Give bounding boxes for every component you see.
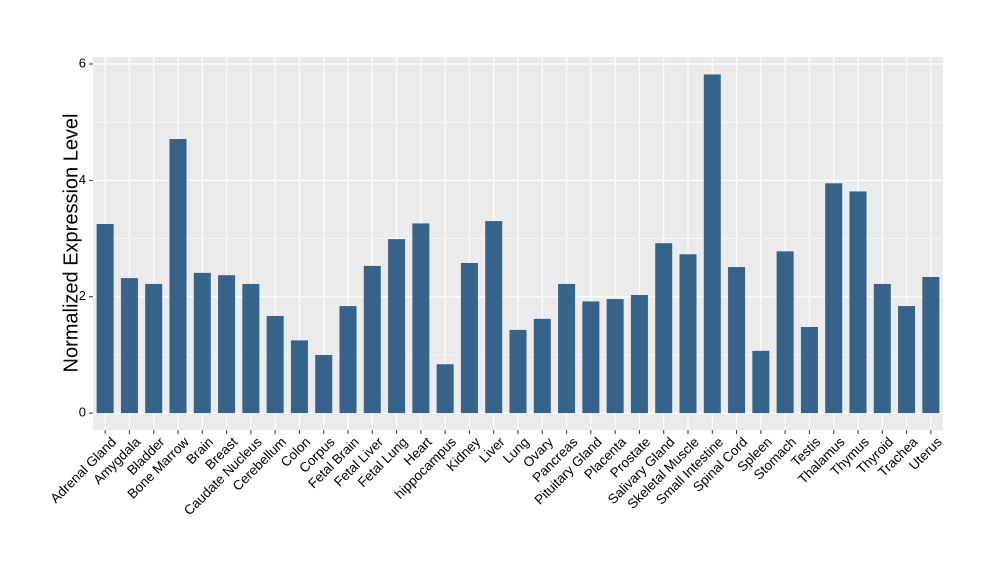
- x-tick-label: Liver: [476, 434, 508, 466]
- bar: [388, 239, 406, 414]
- bar: [752, 350, 770, 414]
- y-tick-label: 0: [79, 405, 86, 420]
- bar: [655, 243, 673, 414]
- bar: [800, 327, 818, 414]
- bar: [703, 74, 721, 414]
- bar: [533, 318, 551, 414]
- bar: [485, 221, 503, 414]
- y-tick-label: 6: [79, 55, 86, 70]
- bar: [582, 301, 600, 414]
- bar: [509, 329, 527, 414]
- bar: [679, 254, 697, 414]
- bar: [898, 306, 916, 414]
- bar: [363, 265, 381, 414]
- bar: [606, 299, 624, 414]
- bar: [242, 283, 260, 414]
- bar: [120, 278, 138, 414]
- y-tick-label: 4: [79, 172, 86, 187]
- bar: [193, 272, 211, 414]
- bar: [169, 139, 187, 414]
- bar: [922, 276, 940, 414]
- bar: [873, 283, 891, 414]
- bar: [339, 306, 357, 414]
- bar: [412, 223, 430, 414]
- bar: [96, 224, 114, 414]
- bar: [145, 283, 163, 414]
- y-axis-title: Normalized Expression Level: [60, 113, 82, 372]
- bar: [630, 294, 648, 414]
- bar: [460, 262, 478, 414]
- bar: [558, 283, 576, 414]
- bar: [825, 183, 843, 414]
- y-tick-label: 2: [79, 288, 86, 303]
- bar: [218, 275, 236, 414]
- bar: [315, 354, 333, 414]
- bar: [776, 251, 794, 414]
- bar: [849, 191, 867, 414]
- bar: [436, 364, 454, 414]
- bar: [728, 267, 746, 414]
- bar: [290, 340, 308, 414]
- bar: [266, 315, 284, 414]
